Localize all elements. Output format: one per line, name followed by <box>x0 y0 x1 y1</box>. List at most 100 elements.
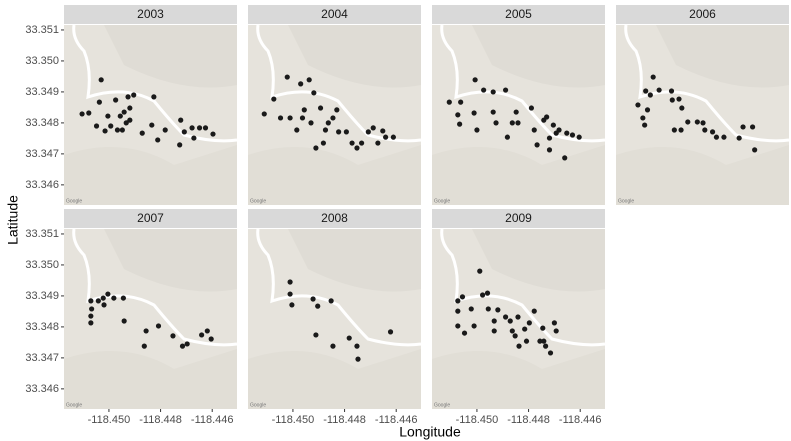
point <box>122 109 127 114</box>
attribution: Google <box>434 402 450 408</box>
point <box>577 135 582 140</box>
point <box>308 120 313 125</box>
point <box>556 127 561 132</box>
point <box>125 94 130 99</box>
point <box>495 307 500 312</box>
point <box>315 304 320 309</box>
point <box>101 302 106 307</box>
point <box>492 318 497 323</box>
point <box>455 112 460 117</box>
point <box>570 132 575 137</box>
point <box>480 292 485 297</box>
point <box>111 295 116 300</box>
point <box>503 314 508 319</box>
terrain <box>64 349 237 409</box>
point <box>271 96 276 101</box>
point <box>564 131 569 136</box>
point <box>118 113 123 118</box>
point <box>163 127 168 132</box>
point <box>285 74 290 79</box>
point <box>510 328 515 333</box>
point <box>101 295 106 300</box>
point <box>210 131 215 136</box>
attribution: Google <box>618 198 634 204</box>
point <box>473 77 478 82</box>
point <box>640 115 645 120</box>
terrain <box>432 349 605 409</box>
point <box>670 97 675 102</box>
y-tick-label: 33.349 <box>25 86 59 98</box>
point <box>737 135 742 140</box>
point <box>323 127 328 132</box>
point <box>447 100 452 105</box>
point <box>491 89 496 94</box>
page: Longitude Latitude 2003Google33.34633.34… <box>0 0 791 441</box>
point <box>710 129 715 134</box>
point <box>516 344 521 349</box>
point <box>657 87 662 92</box>
point <box>491 109 496 114</box>
point <box>203 125 208 130</box>
y-tick-label: 33.347 <box>25 148 59 160</box>
panel-title: 2008 <box>321 211 348 225</box>
x-axis-title: Longitude <box>399 424 461 440</box>
point <box>298 81 303 86</box>
point <box>102 128 107 133</box>
point <box>197 125 202 130</box>
y-tick-label: 33.348 <box>25 321 59 333</box>
x-tick-label: -118.450 <box>88 414 131 426</box>
point <box>492 328 497 333</box>
point <box>471 323 476 328</box>
y-tick-label: 33.349 <box>25 290 59 302</box>
point <box>287 115 292 120</box>
y-tick-label: 33.346 <box>25 383 59 395</box>
point <box>540 326 545 331</box>
point <box>88 320 93 325</box>
point <box>349 140 354 145</box>
point <box>522 326 527 331</box>
point <box>510 120 515 125</box>
point <box>330 115 335 120</box>
point <box>189 125 194 130</box>
point <box>485 291 490 296</box>
point <box>310 296 315 301</box>
point <box>543 344 548 349</box>
point <box>329 298 334 303</box>
point <box>469 306 474 311</box>
point <box>99 77 104 82</box>
chart: Longitude Latitude 2003Google33.34633.34… <box>0 0 791 441</box>
point <box>524 339 529 344</box>
terrain <box>248 145 421 205</box>
y-tick-label: 33.350 <box>25 55 59 67</box>
point <box>113 97 118 102</box>
x-tick-label: -118.446 <box>191 414 234 426</box>
point <box>554 328 559 333</box>
point <box>96 298 101 303</box>
point <box>205 328 210 333</box>
point <box>551 122 556 127</box>
point <box>155 137 160 142</box>
point <box>471 110 476 115</box>
panel-title: 2006 <box>689 7 716 21</box>
point <box>679 105 684 110</box>
point <box>108 123 113 128</box>
point <box>105 291 110 296</box>
attribution: Google <box>434 198 450 204</box>
point <box>493 120 498 125</box>
point <box>515 120 520 125</box>
point <box>532 127 537 132</box>
point <box>383 135 388 140</box>
y-tick-label: 33.346 <box>25 179 59 191</box>
point <box>334 107 339 112</box>
point <box>326 120 331 125</box>
point <box>105 113 110 118</box>
point <box>122 318 127 323</box>
point <box>311 90 316 95</box>
point <box>344 129 349 134</box>
attribution: Google <box>250 198 266 204</box>
attribution: Google <box>66 198 82 204</box>
point <box>199 332 204 337</box>
point <box>209 336 214 341</box>
point <box>455 298 460 303</box>
point <box>318 105 323 110</box>
